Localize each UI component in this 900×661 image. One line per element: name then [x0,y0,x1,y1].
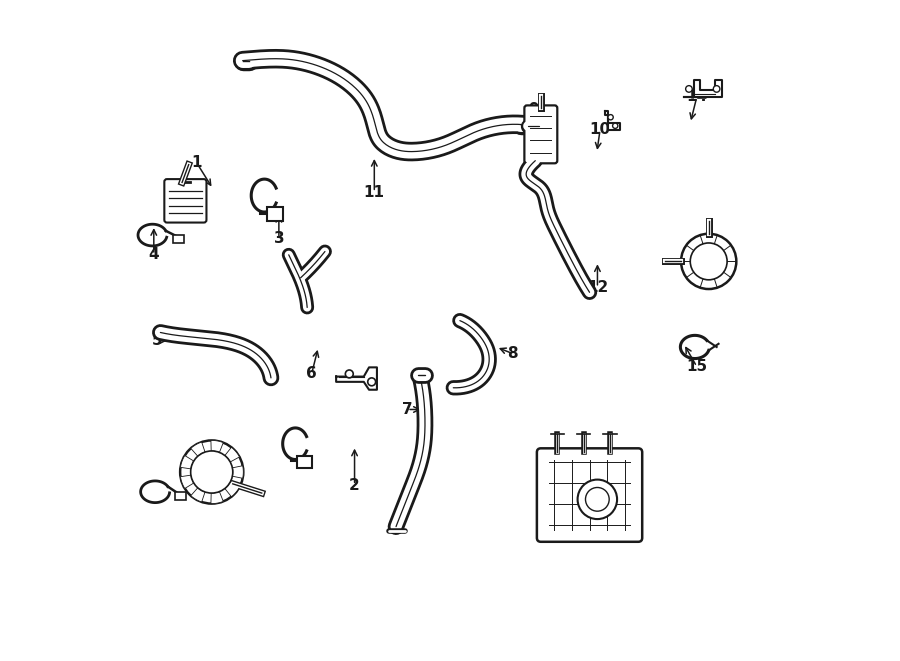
Circle shape [368,378,375,386]
Text: 14: 14 [687,89,707,104]
FancyBboxPatch shape [173,235,184,243]
FancyBboxPatch shape [165,179,206,223]
Polygon shape [181,475,194,488]
Text: 13: 13 [711,247,732,262]
Polygon shape [225,447,239,462]
Text: 5: 5 [152,333,162,348]
Text: 9: 9 [528,102,539,118]
Polygon shape [336,368,377,390]
Circle shape [346,370,353,378]
Polygon shape [232,466,243,479]
FancyBboxPatch shape [297,455,311,468]
Polygon shape [181,455,194,469]
Circle shape [578,480,617,519]
FancyBboxPatch shape [176,492,185,500]
Circle shape [613,123,617,128]
Text: 16: 16 [584,510,606,525]
Polygon shape [225,482,239,496]
Polygon shape [605,111,620,130]
Text: 3: 3 [274,231,284,246]
FancyBboxPatch shape [537,448,643,542]
FancyBboxPatch shape [267,208,283,221]
Polygon shape [191,442,205,456]
Text: 6: 6 [306,366,317,381]
Text: 7: 7 [402,402,412,417]
Polygon shape [191,488,205,502]
Text: 15: 15 [687,359,707,374]
Polygon shape [684,81,722,97]
Circle shape [608,114,613,120]
Circle shape [180,440,243,504]
Polygon shape [211,440,223,452]
Circle shape [681,234,736,289]
Text: 11: 11 [364,185,385,200]
Circle shape [586,487,609,511]
FancyBboxPatch shape [525,105,557,163]
Circle shape [686,86,692,93]
Text: 12: 12 [587,280,608,295]
Text: 10: 10 [590,122,610,137]
Circle shape [714,86,720,93]
Circle shape [690,243,727,280]
Text: 4: 4 [148,247,159,262]
Text: 1: 1 [192,155,202,170]
Text: 8: 8 [508,346,518,361]
Polygon shape [211,492,223,504]
Circle shape [191,451,233,493]
Text: 2: 2 [349,478,360,492]
